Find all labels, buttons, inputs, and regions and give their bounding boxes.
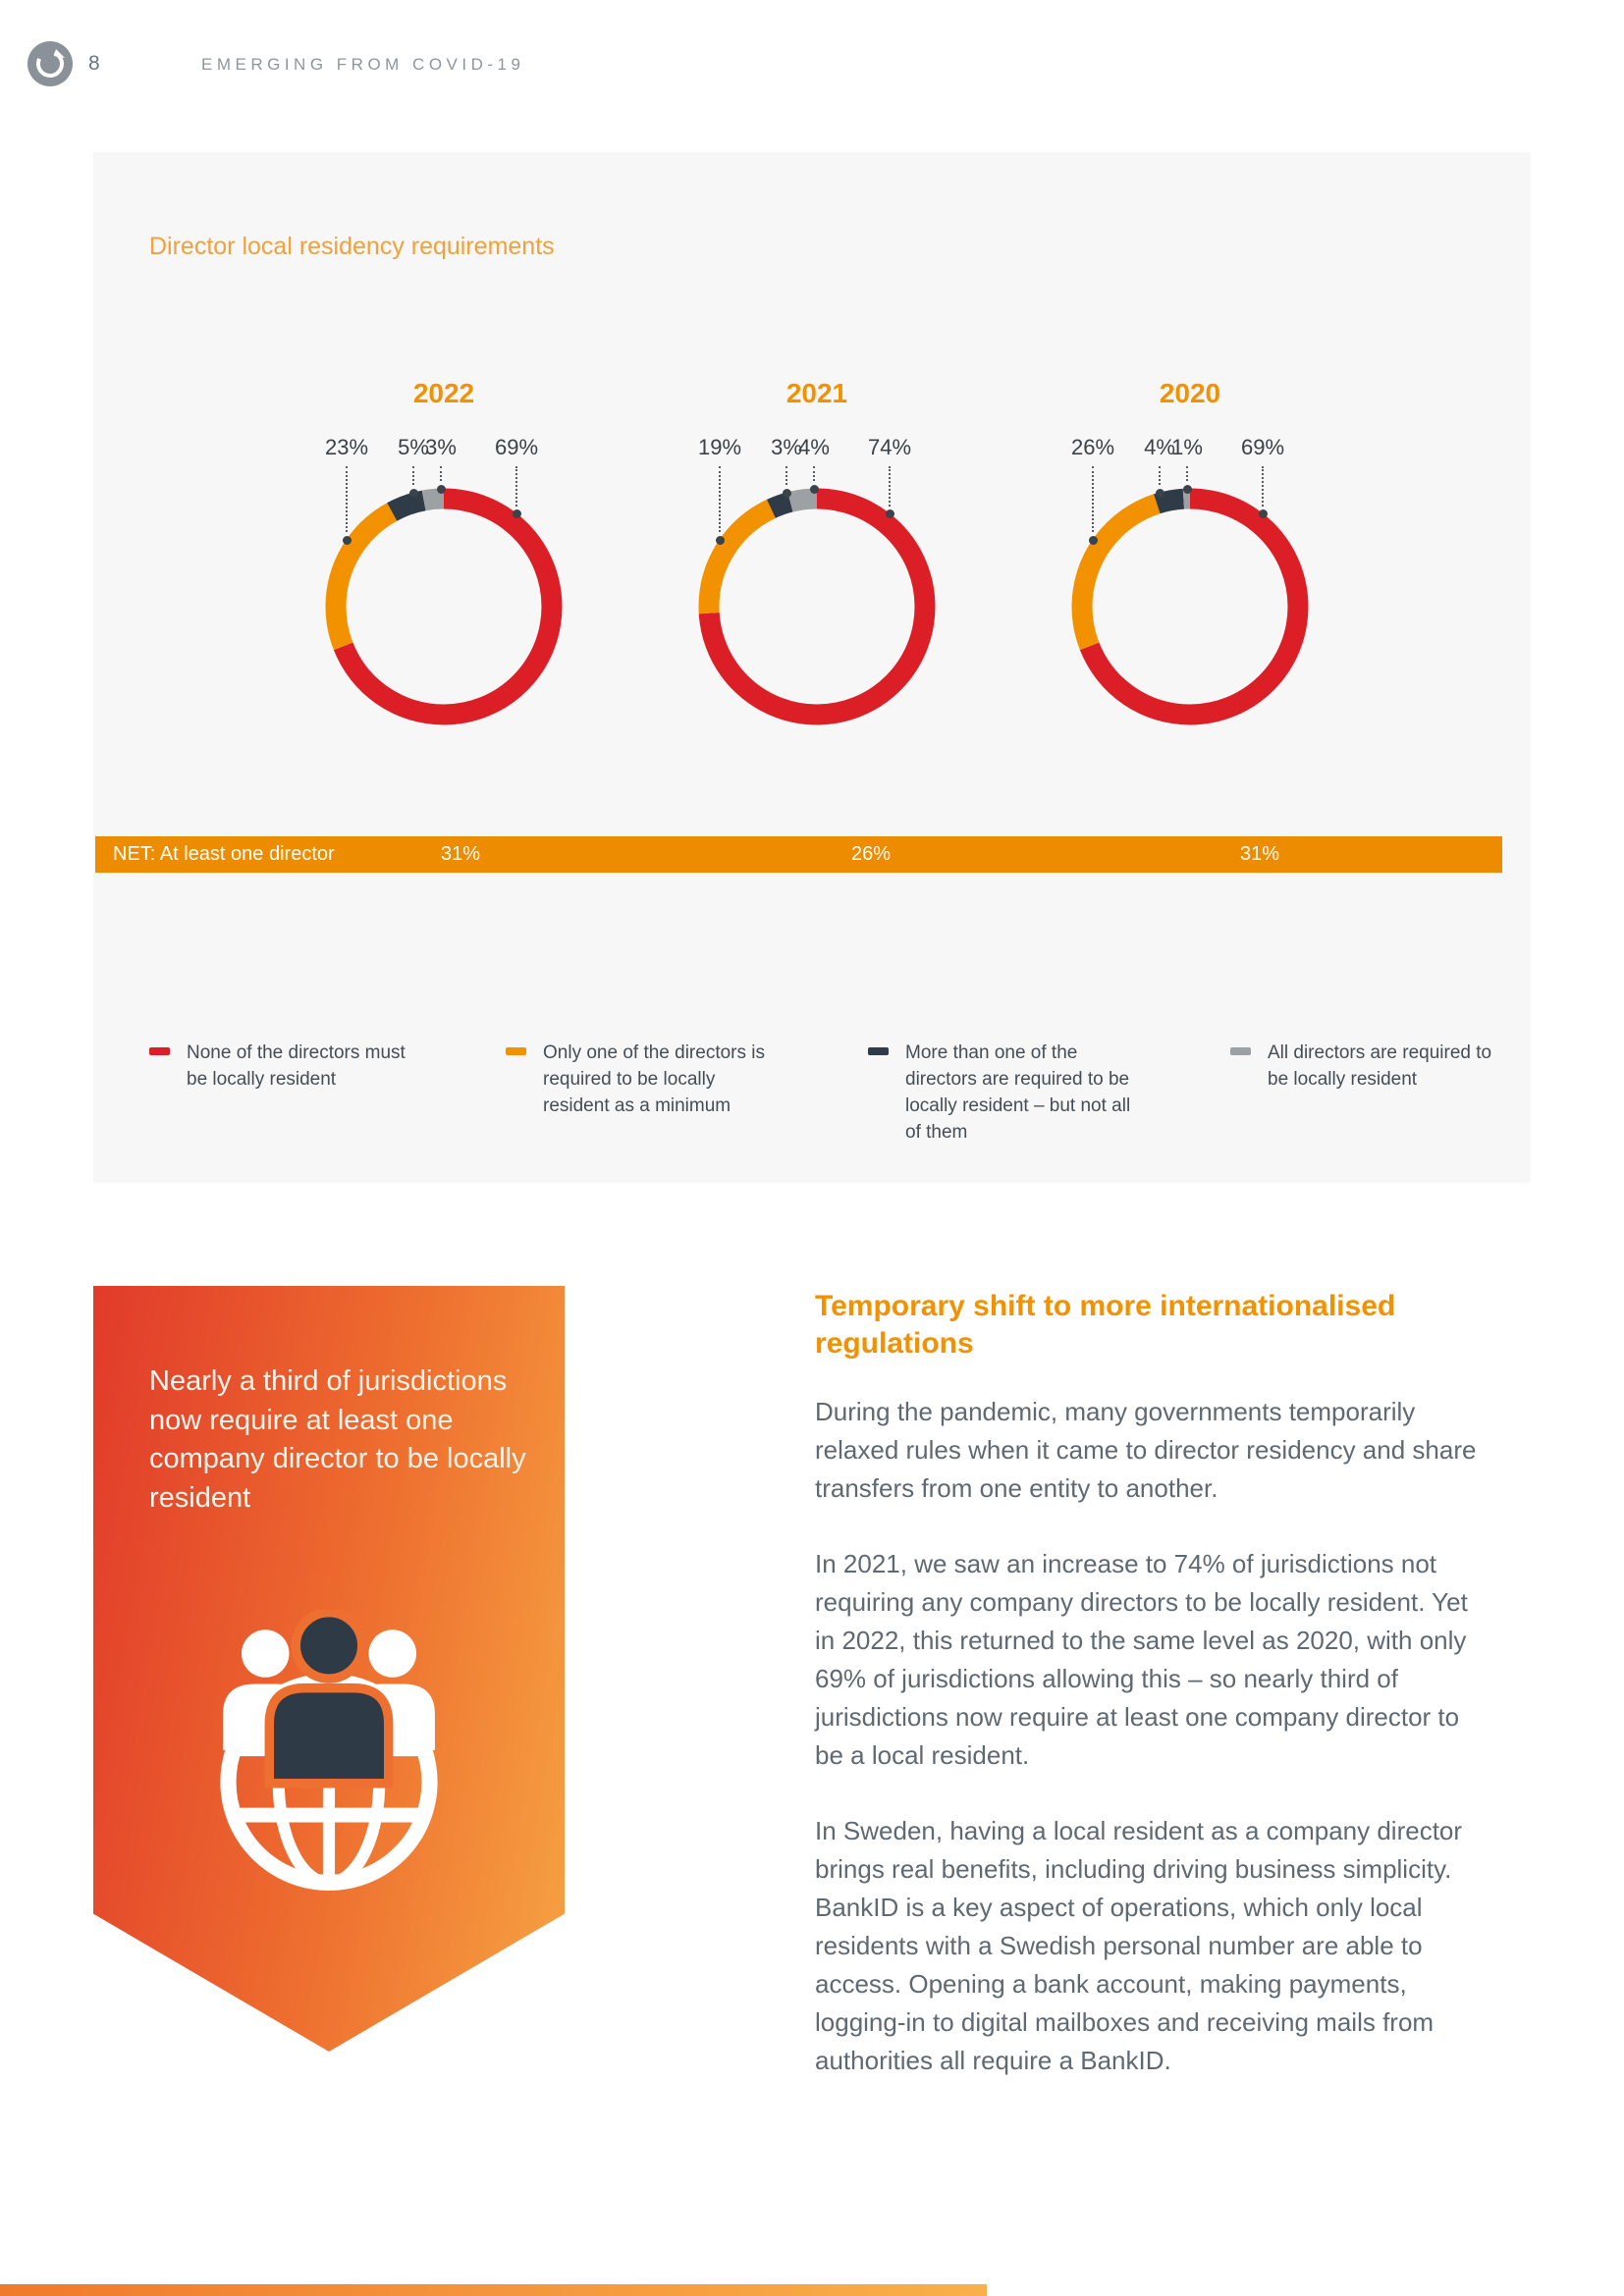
donut-ring — [1071, 488, 1309, 725]
callout-dot — [342, 535, 352, 545]
compass-logo-icon — [27, 41, 73, 86]
chart-title: Director local residency requirements — [149, 233, 555, 260]
segment-value-label: 69% — [1240, 435, 1285, 459]
legend-swatch — [149, 1047, 170, 1055]
net-value-2022: 31% — [440, 843, 481, 865]
donut-segment-all — [1071, 488, 1309, 725]
article-heading: Temporary shift to more internationalise… — [815, 1290, 1396, 1360]
chart-panel: Director local residency requirements 20… — [93, 152, 1531, 1183]
callout-dot — [1088, 535, 1098, 545]
donut-chart-2022: 2022 23% 5% 3% 69% — [297, 378, 591, 746]
net-value-2021: 26% — [850, 843, 892, 865]
legend-label: None of the directors must be locally re… — [187, 1042, 406, 1090]
callout-leader-line — [1262, 466, 1264, 507]
running-header: EMERGING FROM COVID-19 — [201, 55, 525, 74]
callout-leader-line — [1092, 466, 1094, 533]
callout-leader-line — [515, 466, 517, 507]
chart-year-label: 2022 — [412, 378, 475, 408]
segment-value-label: 69% — [494, 435, 539, 459]
callout-leader-line — [889, 466, 891, 507]
legend-label: All directors are required to be locally… — [1268, 1042, 1492, 1090]
legend-swatch — [1230, 1047, 1251, 1055]
legend-item-all: All directors are required to be locally… — [1230, 1041, 1497, 1094]
article-paragraph: During the pandemic, many governments te… — [815, 1397, 1477, 1503]
segment-value-label: 4% — [1144, 435, 1175, 459]
callout-leader-line — [785, 466, 787, 486]
callout-leader-line — [412, 466, 414, 486]
callout-dot — [1182, 484, 1192, 494]
callout-leader-line — [1159, 466, 1161, 486]
callout-dot — [809, 484, 819, 494]
donut-segment-only_one — [1071, 488, 1309, 725]
callout-leader-line — [719, 466, 721, 533]
legend-label: Only one of the directors is required to… — [543, 1042, 765, 1116]
segment-value-label: 74% — [867, 435, 912, 459]
donut-segment-only_one — [325, 488, 563, 725]
segment-value-label: 19% — [697, 435, 742, 459]
callout-dot — [715, 535, 725, 545]
chart-year-label: 2020 — [1159, 378, 1221, 408]
segment-value-label: 3% — [771, 435, 802, 459]
donut-chart-2021: 2021 19% 3% 4% 74% — [670, 378, 964, 746]
callout-leader-line — [440, 466, 442, 482]
callout-dot — [436, 484, 446, 494]
callout-dot — [512, 509, 521, 519]
net-label: NET: At least one director — [113, 843, 335, 865]
donut-segment-all — [698, 488, 936, 725]
legend-swatch — [868, 1047, 889, 1055]
segment-value-label: 5% — [398, 435, 429, 459]
legend-swatch — [506, 1047, 526, 1055]
segment-value-label: 3% — [425, 435, 457, 459]
callout-leader-line — [346, 466, 348, 533]
donut-chart-2020: 2020 26% 4% 1% 69% — [1043, 378, 1337, 746]
callout-leader-line — [1186, 466, 1188, 482]
callout-dot — [782, 488, 791, 498]
callout-dot — [408, 488, 418, 498]
callout-dot — [885, 509, 894, 519]
callout-dot — [1258, 509, 1268, 519]
callout-text: Nearly a third of jurisdictions now requ… — [149, 1365, 526, 1515]
page-number: 8 — [88, 52, 100, 75]
segment-value-label: 23% — [324, 435, 369, 459]
net-value-2020: 31% — [1239, 843, 1280, 865]
segment-value-label: 1% — [1171, 435, 1203, 459]
legend-item-none: None of the directors must be locally re… — [149, 1041, 416, 1094]
article: Temporary shift to more internationalise… — [815, 1288, 1492, 2117]
callout-banner: Nearly a third of jurisdictions now requ… — [93, 1286, 565, 2052]
segment-value-label: 26% — [1070, 435, 1115, 459]
donut-ring — [325, 488, 563, 725]
legend-item-only_one: Only one of the directors is required to… — [506, 1041, 773, 1120]
footer-accent-bar — [0, 2284, 987, 2296]
chart-year-label: 2021 — [785, 378, 848, 408]
callout-leader-line — [813, 466, 815, 482]
article-paragraph: In 2021, we saw an increase to 74% of ju… — [815, 1549, 1468, 1770]
donut-segment-all — [325, 488, 563, 725]
article-paragraph: In Sweden, having a local resident as a … — [815, 1816, 1463, 2075]
globe-people-icon — [220, 1610, 438, 1891]
segment-value-label: 4% — [798, 435, 830, 459]
legend-item-more_than_one: More than one of the directors are requi… — [868, 1041, 1135, 1147]
legend-label: More than one of the directors are requi… — [905, 1042, 1131, 1143]
net-bar: NET: At least one director 31% 26% 31% — [95, 836, 1502, 873]
donut-segment-only_one — [698, 488, 936, 725]
callout-dot — [1155, 488, 1164, 498]
donut-ring — [698, 488, 936, 725]
